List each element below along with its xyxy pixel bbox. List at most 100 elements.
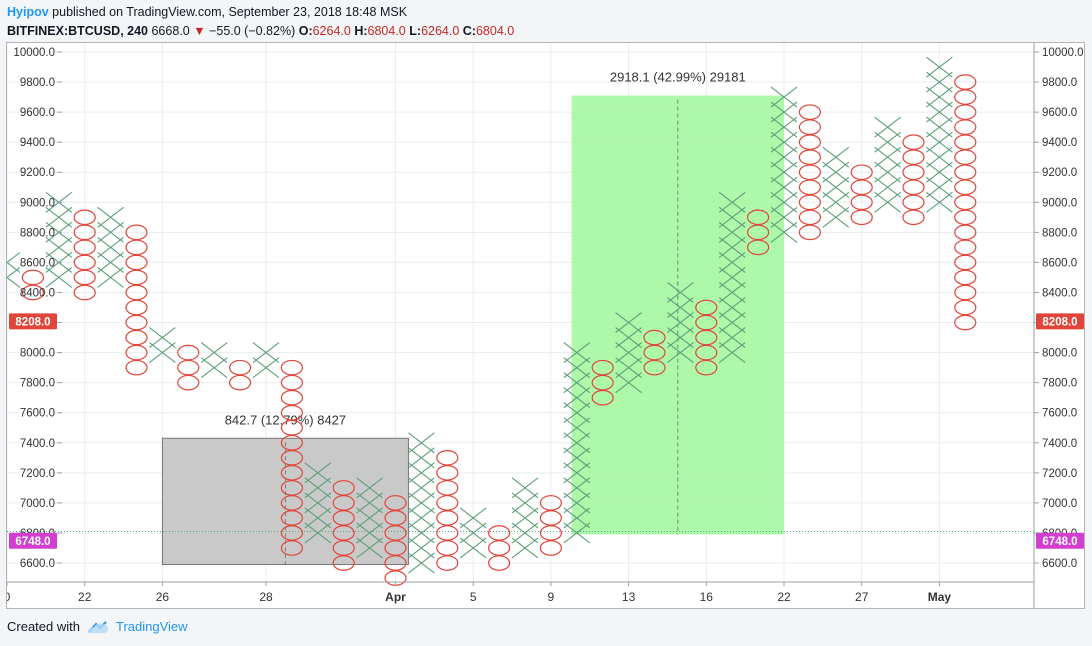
o-box [798,104,822,120]
o-box [954,89,977,105]
x-column [0,251,21,288]
time-tick-label: Apr [385,590,406,604]
x-stroke [563,402,591,424]
x-stroke [667,297,694,318]
x-stroke [304,507,332,529]
x-box [563,462,591,484]
x-stroke [511,477,539,499]
x-stroke [97,251,124,273]
measure-label: 842.7 (12.79%) 8427 [225,412,346,427]
x-stroke [718,267,746,288]
x-stroke [874,191,901,213]
x-stroke [408,492,435,514]
x-stroke [718,327,746,349]
price-badge-bg [9,313,57,330]
x-column [97,206,124,288]
o-box [177,374,200,391]
x-box [770,101,798,123]
x-box [408,432,435,454]
x-stroke [615,327,642,349]
price-badge-label: 8208.0 [15,316,50,328]
x-column [667,282,694,364]
o-box [73,209,96,226]
x-box [770,191,798,213]
o-box [798,164,822,181]
x-box [874,191,901,213]
x-stroke [718,221,746,243]
o-box [73,224,96,241]
x-stroke [718,342,746,364]
o-box [798,179,822,196]
price-tick-label-left: 7200.0 [20,468,55,480]
o-box [488,555,511,571]
o-box [384,510,407,526]
o-box [954,284,977,301]
price-tick-label: 6600.0 [1042,558,1077,570]
x-column [770,86,798,243]
pf-chart-svg[interactable]: 842.7 (12.79%) 8427 2918.1 (42.99%) 29181… [0,43,1084,608]
ohlc-high-value: 6804.0 [367,24,406,38]
x-stroke [926,146,953,168]
o-box [695,359,718,376]
x-stroke [770,161,798,183]
x-box [563,417,591,439]
o-box [954,134,977,150]
o-box [591,374,614,391]
x-box [356,507,383,529]
o-box [436,450,459,466]
x-box [252,342,280,364]
x-box [97,221,124,243]
o-box [695,329,718,346]
x-box [718,251,746,273]
tradingview-link[interactable]: TradingView [115,619,188,634]
x-column [200,342,228,379]
x-stroke [874,131,901,153]
price-tick-label-left: 9200.0 [20,167,55,179]
x-box [667,282,694,303]
x-stroke [822,161,850,183]
x-column [874,116,901,213]
o-box [902,209,925,226]
price-tick-label-left: 10000.0 [13,47,55,59]
o-box [229,359,252,376]
x-stroke [97,267,124,288]
x-box [511,507,539,529]
o-column [436,450,459,571]
x-box [926,101,953,123]
o-column [850,164,873,226]
x-box [563,387,591,409]
x-box [874,131,901,153]
o-column [229,359,252,391]
o-column [746,209,770,256]
x-column [459,507,487,559]
x-box [926,161,953,183]
time-tick-label: 0 [7,590,11,604]
x-box [926,146,953,168]
x-box [459,537,487,559]
o-box [280,359,303,376]
x-column [408,432,435,574]
o-box [850,194,873,211]
o-box [384,540,407,556]
x-stroke [667,282,694,303]
x-box [97,206,124,228]
measure-box[interactable] [571,95,784,535]
o-box [125,224,148,241]
x-stroke [356,522,383,544]
o-box [280,495,303,511]
x-stroke [304,477,332,499]
x-box [822,146,850,168]
o-box [591,389,614,406]
x-box [356,522,383,544]
o-box [695,299,718,316]
o-box [954,209,977,226]
price-tick-label: 8400.0 [1042,287,1077,299]
price-tick-label: 8800.0 [1042,227,1077,239]
x-stroke [459,522,487,544]
price-tick-label: 9800.0 [1042,77,1077,89]
author-link[interactable]: Hyipov [7,5,49,19]
x-stroke [356,537,383,559]
o-column [73,209,96,301]
x-stroke [718,191,746,213]
chart-panel[interactable]: 842.7 (12.79%) 8427 2918.1 (42.99%) 29181… [0,42,1085,609]
